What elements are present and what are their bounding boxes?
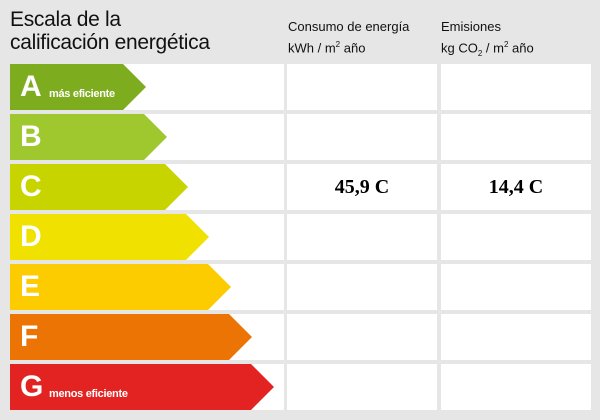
rating-letter: D xyxy=(20,220,42,253)
emissions-value: 14,4 C xyxy=(441,164,591,210)
energy-value xyxy=(287,64,437,110)
rating-arrow: E xyxy=(10,264,231,310)
rating-arrow: B xyxy=(10,114,167,160)
emissions-value xyxy=(441,114,591,160)
rating-letter: C xyxy=(20,170,42,203)
energy-value xyxy=(287,264,437,310)
emissions-value xyxy=(441,364,591,410)
energy-column-header: Consumo de energía kWh / m2 año xyxy=(288,19,410,56)
emissions-value xyxy=(441,264,591,310)
scale-cell: E xyxy=(10,264,284,310)
rating-label: menos eficiente xyxy=(49,388,128,400)
rating-label: más eficiente xyxy=(49,88,115,100)
rating-letter: G xyxy=(20,370,44,403)
scale-cell: D xyxy=(10,214,284,260)
page-title: Escala de la calificación energética xyxy=(10,8,210,54)
emissions-value xyxy=(441,314,591,360)
energy-value xyxy=(287,314,437,360)
rating-letter: F xyxy=(20,320,39,353)
rating-letter: E xyxy=(20,270,41,303)
energy-value: 45,9 C xyxy=(287,164,437,210)
energy-value xyxy=(287,214,437,260)
emissions-value xyxy=(441,214,591,260)
rating-letter: A xyxy=(20,70,42,103)
emissions-value xyxy=(441,64,591,110)
rating-arrow: C xyxy=(10,164,188,210)
rating-arrow: F xyxy=(10,314,252,360)
energy-value xyxy=(287,364,437,410)
scale-cell: C xyxy=(10,164,284,210)
emissions-column-header: Emisiones kg CO2 / m2 año xyxy=(441,19,534,58)
rating-arrow: D xyxy=(10,214,209,260)
energy-value xyxy=(287,114,437,160)
scale-cell: F xyxy=(10,314,284,360)
rating-letter: B xyxy=(20,120,42,153)
scale-cell: B xyxy=(10,114,284,160)
